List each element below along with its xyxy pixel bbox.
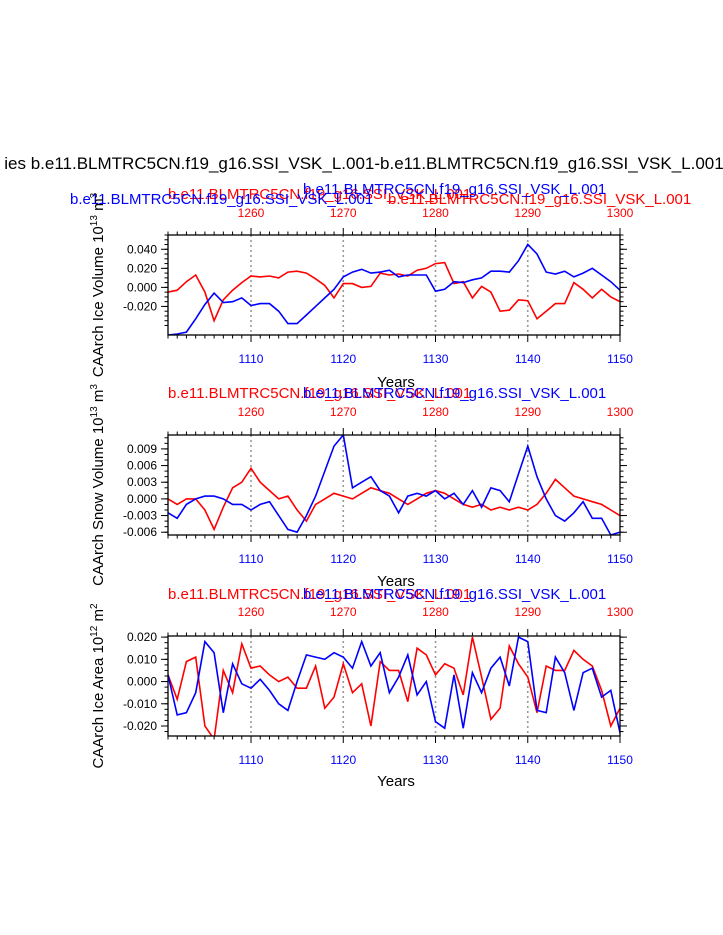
series-line-red: [168, 466, 620, 532]
series-line-red: [168, 636, 620, 736]
panel-3: -0.020 -0.010 0.000 0.010 0.020 1110 1120 1130 1…: [89, 586, 634, 790]
x-axis-label: Years: [377, 374, 415, 391]
panel-1: -0.020 0.000 0.020 0.040 1110 1120 1130 1140 115…: [70, 181, 691, 391]
y-tick-label: -0.006: [123, 525, 157, 539]
figure-main-title-text: ies b.e11.BLMTRC5CN.f19_g16.SSI_VSK_L.00…: [4, 154, 723, 173]
x-tick-label-bottom: 1140: [515, 753, 541, 767]
y-axis-label: CAArch Ice Volume 1013 m3: [89, 192, 107, 377]
panel-title-blue-overlap: b.e11.BLMTRC5CN.f19_g16.SSI_VSK_L.001: [303, 181, 606, 198]
x-tick-label-bottom: 1120: [330, 753, 356, 767]
x-tick-label-bottom: 1150: [607, 552, 633, 566]
y-tick-label: 0.009: [127, 442, 157, 456]
panel-2: -0.006 -0.003 0.000 0.003 0.006 0.009 1110 1120…: [89, 384, 634, 590]
y-axis-label: CAArch Snow Volume 1013 m3: [89, 384, 107, 586]
x-axis-label: Years: [377, 573, 415, 590]
x-tick-label-bottom: 1130: [423, 753, 449, 767]
x-tick-label-top: 1270: [330, 206, 357, 220]
x-tick-label-bottom: 1120: [330, 352, 356, 366]
y-axis-label: CAArch Ice Area 1012 m2: [89, 603, 107, 769]
x-tick-label-bottom: 1110: [239, 552, 264, 566]
x-tick-label-top: 1300: [607, 405, 634, 419]
x-tick-label-bottom: 1130: [423, 552, 449, 566]
x-tick-label-top: 1300: [607, 206, 634, 220]
y-tick-label: 0.000: [127, 492, 157, 506]
x-tick-label-bottom: 1140: [515, 352, 541, 366]
x-tick-label-top: 1290: [514, 206, 541, 220]
y-tick-label: 0.003: [127, 475, 157, 489]
series-line-red: [168, 261, 620, 323]
x-tick-label-top: 1260: [238, 206, 265, 220]
y-tick-label: -0.010: [123, 697, 157, 711]
x-tick-label-bottom: 1110: [239, 753, 264, 767]
x-tick-label-top: 1280: [422, 405, 449, 419]
x-tick-label-top: 1290: [514, 605, 541, 619]
y-tick-label: 0.000: [127, 675, 157, 689]
plot-frame: [167, 234, 621, 336]
series-line-blue: [168, 243, 620, 335]
x-tick-label-top: 1260: [238, 605, 265, 619]
x-axis-label: Years: [377, 773, 415, 790]
x-tick-label-bottom: 1110: [239, 352, 264, 366]
x-tick-label-top: 1300: [607, 605, 634, 619]
panel-title-blue: b.e11.BLMTRC5CN.f19_g16.SSI_VSK_L.001: [70, 191, 373, 208]
panel-title-red: b.e11.BLMTRC5CN.f19_g16.SSI_VSK_L.001: [168, 385, 471, 402]
x-tick-label-top: 1280: [422, 605, 449, 619]
x-tick-label-bottom: 1130: [423, 352, 449, 366]
x-tick-label-bottom: 1120: [330, 552, 356, 566]
panel-title-red: b.e11.BLMTRC5CN.f19_g16.SSI_VSK_L.001: [168, 586, 471, 603]
y-tick-label: -0.020: [123, 299, 157, 313]
x-tick-label-top: 1290: [514, 405, 541, 419]
series-line-blue: [168, 435, 620, 535]
y-tick-label: -0.003: [123, 509, 157, 523]
panel-title-blue: b.e11.BLMTRC5CN.f19_g16.SSI_VSK_L.001: [303, 586, 606, 603]
y-tick-label: -0.020: [123, 719, 157, 733]
y-tick-label: 0.020: [127, 261, 157, 275]
panel-title-blue: b.e11.BLMTRC5CN.f19_g16.SSI_VSK_L.001: [303, 385, 606, 402]
x-tick-label-top: 1280: [422, 206, 449, 220]
x-tick-label-top: 1270: [330, 405, 357, 419]
y-tick-label: 0.010: [127, 652, 157, 666]
panel-title-red: b.e11.BLMTRC5CN.f19_g16.SSI_VSK_L.001: [168, 186, 471, 203]
figure-main-title: ies b.e11.BLMTRC5CN.f19_g16.SSI_VSK_L.00…: [0, 154, 723, 178]
y-tick-label: 0.040: [127, 242, 157, 256]
series-line-blue: [168, 636, 620, 733]
plot-frame: [167, 635, 621, 737]
panel-title-red-overlap: b.e11.BLMTRC5CN.f19_g16.SSI_VSK_L.001: [388, 191, 691, 208]
x-tick-label-bottom: 1150: [607, 753, 633, 767]
x-tick-label-top: 1260: [238, 405, 265, 419]
y-tick-label: 0.000: [127, 280, 157, 294]
plot-frame: [167, 434, 621, 536]
y-tick-label: 0.006: [127, 459, 157, 473]
y-tick-label: 0.020: [127, 630, 157, 644]
x-tick-label-bottom: 1140: [515, 552, 541, 566]
x-tick-label-top: 1270: [330, 605, 357, 619]
x-tick-label-bottom: 1150: [607, 352, 633, 366]
